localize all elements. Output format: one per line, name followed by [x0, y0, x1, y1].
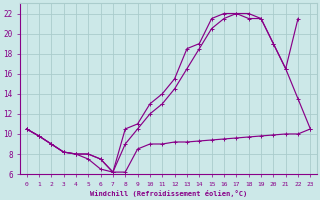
X-axis label: Windchill (Refroidissement éolien,°C): Windchill (Refroidissement éolien,°C) [90, 190, 247, 197]
